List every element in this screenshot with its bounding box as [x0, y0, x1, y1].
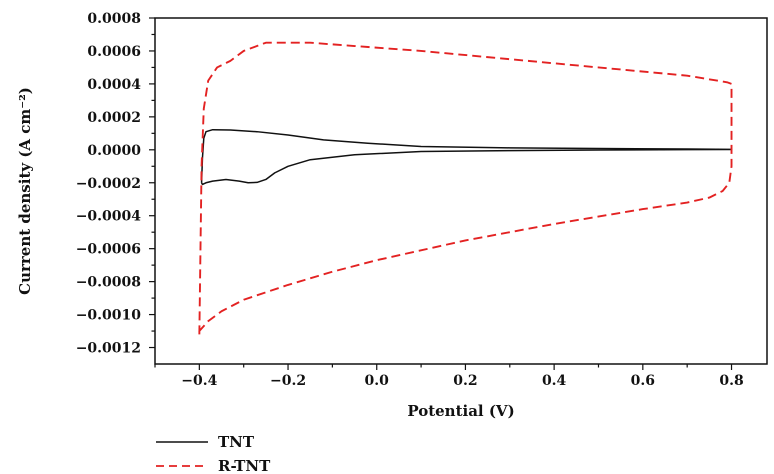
series-layer: [198, 41, 733, 335]
x-tick-label: 0.8: [719, 373, 743, 389]
y-tick-label: −0.0010: [76, 308, 142, 324]
y-tick-label: −0.0004: [76, 209, 142, 225]
y-tick-label: −0.0008: [76, 275, 141, 291]
legend: TNT R-TNT: [156, 433, 271, 474]
y-tick-label: −0.0012: [76, 341, 141, 357]
x-axis-title: Potential (V): [407, 402, 514, 420]
y-tick-label: −0.0006: [76, 242, 141, 258]
x-tick-label: 0.0: [365, 373, 390, 389]
y-tick-label: 0.0006: [87, 44, 141, 60]
y-tick-label: −0.0002: [76, 176, 141, 192]
x-axis-ticks: −0.4 −0.2 0.0 0.2 0.4 0.6 0.8: [154, 364, 744, 389]
x-tick-label: −0.2: [270, 373, 306, 389]
y-tick-label: 0.0002: [87, 110, 141, 126]
x-tick-label: −0.4: [181, 373, 217, 389]
y-axis-title: Current density (A cm⁻²): [16, 87, 34, 295]
legend-label-r-tnt: R-TNT: [218, 457, 271, 474]
legend-label-tnt: TNT: [218, 433, 255, 451]
plot-frame: [154, 17, 768, 365]
y-tick-label: 0.0008: [87, 11, 141, 27]
series-line-r-tnt: [198, 41, 733, 335]
x-tick-label: 0.6: [631, 373, 655, 389]
y-tick-label: 0.0000: [87, 143, 141, 159]
y-tick-label: 0.0004: [87, 77, 141, 93]
x-tick-label: 0.4: [542, 373, 567, 389]
y-axis-ticks: 0.0008 0.0006 0.0004 0.0002 0.0000 −0.0002 −0.…: [76, 11, 155, 357]
x-tick-label: 0.2: [453, 373, 477, 389]
series-line-tnt: [200, 128, 733, 186]
